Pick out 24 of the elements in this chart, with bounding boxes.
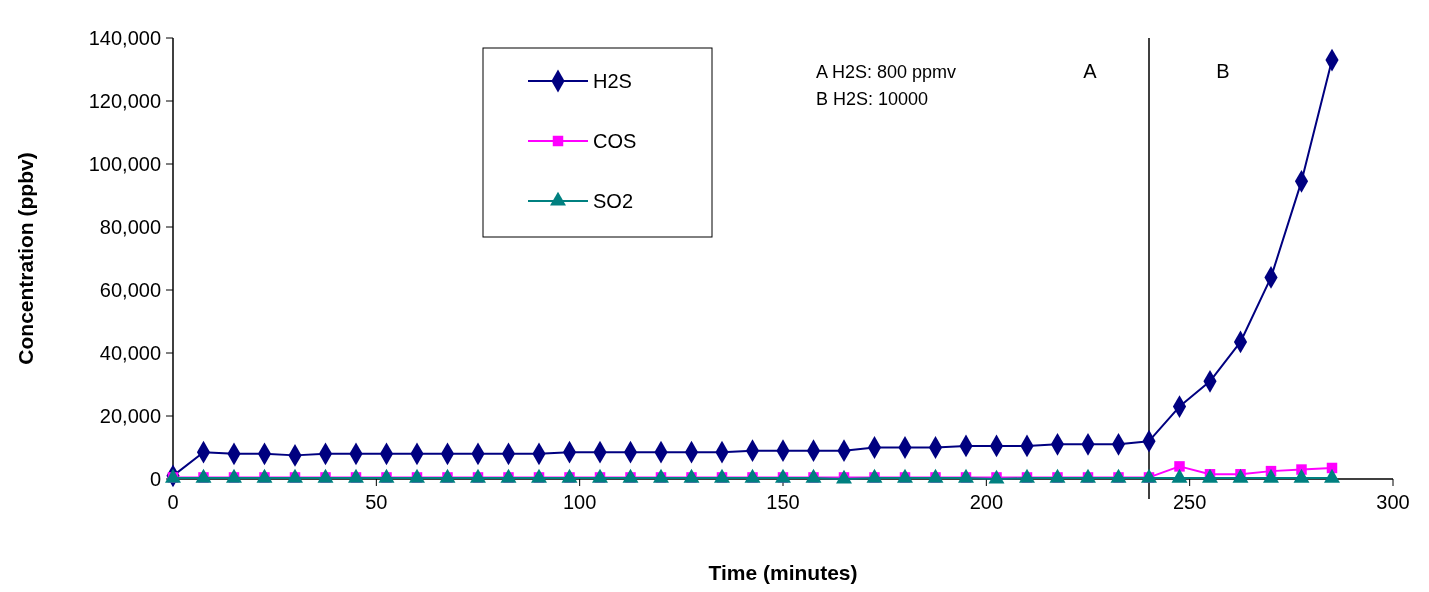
annotation: B H2S: 10000 — [816, 89, 929, 109]
y-axis-title: Concentration (ppbv) — [14, 152, 37, 365]
x-tick-label: 150 — [766, 491, 800, 513]
y-tick-label: 60,000 — [99, 279, 161, 301]
y-tick-label: 80,000 — [99, 216, 161, 238]
legend-label: SO2 — [593, 190, 634, 212]
y-tick-label: 120,000 — [88, 90, 161, 112]
y-tick-label: 40,000 — [99, 342, 161, 364]
y-tick-label: 20,000 — [99, 405, 161, 427]
x-tick-label: 250 — [1172, 491, 1207, 513]
annotation: B — [1216, 60, 1230, 82]
x-tick-label: 100 — [562, 491, 597, 513]
x-axis-title: Time (minutes) — [708, 561, 858, 584]
y-tick-label: 100,000 — [88, 153, 161, 175]
x-tick-label: 50 — [365, 491, 388, 513]
y-tick-label: 0 — [149, 468, 161, 490]
x-tick-label: 300 — [1376, 491, 1410, 513]
legend-label: COS — [593, 130, 637, 152]
x-tick-label: 200 — [969, 491, 1004, 513]
annotation: A — [1083, 60, 1098, 82]
x-tick-label: 0 — [167, 491, 179, 513]
annotation: A H2S: 800 ppmv — [816, 62, 957, 82]
y-tick-label: 140,000 — [88, 27, 161, 49]
legend-label: H2S — [593, 70, 632, 92]
